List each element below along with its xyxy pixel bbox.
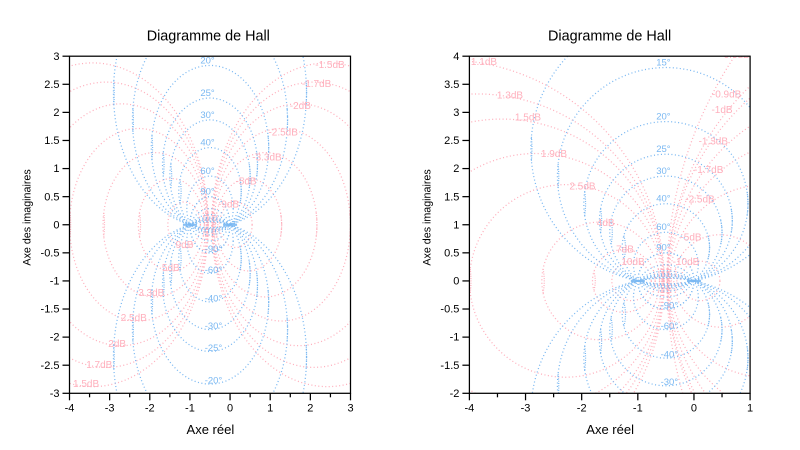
svg-text:-30°: -30° — [661, 377, 679, 388]
svg-text:0: 0 — [453, 276, 459, 288]
svg-text:3: 3 — [347, 403, 353, 415]
svg-text:-25°: -25° — [205, 343, 223, 354]
svg-text:1.5dB: 1.5dB — [73, 379, 99, 390]
svg-text:-3.3dB: -3.3dB — [252, 153, 282, 164]
svg-text:2dB: 2dB — [108, 339, 126, 350]
svg-text:0: 0 — [691, 403, 697, 415]
svg-text:-1: -1 — [450, 332, 460, 344]
svg-text:0.5: 0.5 — [44, 191, 59, 203]
svg-text:Axe réel: Axe réel — [586, 422, 634, 437]
svg-text:30°: 30° — [656, 166, 671, 177]
svg-text:90°: 90° — [656, 243, 671, 254]
svg-text:-90°: -90° — [661, 300, 679, 311]
svg-text:Diagramme de Hall: Diagramme de Hall — [548, 29, 671, 45]
svg-text:-2.5: -2.5 — [41, 360, 60, 372]
svg-text:-0.5: -0.5 — [41, 247, 60, 259]
svg-text:1.5: 1.5 — [44, 135, 59, 147]
svg-text:2: 2 — [53, 107, 59, 119]
svg-text:-0.6dB: -0.6dB — [720, 50, 750, 61]
svg-text:90°: 90° — [200, 187, 215, 198]
svg-text:-5dB: -5dB — [680, 233, 701, 244]
svg-text:-1.7dB: -1.7dB — [694, 165, 724, 176]
svg-text:Axe des imaginaires: Axe des imaginaires — [22, 169, 34, 265]
svg-text:Diagramme de Hall: Diagramme de Hall — [147, 29, 270, 45]
svg-text:1.5dB: 1.5dB — [515, 113, 541, 124]
svg-text:0.5: 0.5 — [444, 247, 459, 259]
svg-text:3.3dB: 3.3dB — [138, 288, 164, 299]
svg-text:60°: 60° — [656, 222, 671, 233]
svg-text:25°: 25° — [656, 144, 671, 155]
svg-text:-40°: -40° — [205, 293, 223, 304]
svg-text:-90°: -90° — [205, 244, 223, 255]
svg-text:-1.3dB: -1.3dB — [699, 136, 729, 147]
svg-text:2.5: 2.5 — [444, 135, 459, 147]
svg-text:15°: 15° — [656, 57, 671, 68]
svg-text:-1.5: -1.5 — [440, 360, 459, 372]
svg-text:1: 1 — [53, 163, 59, 175]
svg-text:2: 2 — [453, 163, 459, 175]
svg-text:-0.9dB: -0.9dB — [712, 90, 742, 101]
svg-text:40°: 40° — [200, 137, 215, 148]
svg-text:3.5: 3.5 — [444, 79, 459, 91]
svg-text:-40°: -40° — [661, 349, 679, 360]
svg-text:-4: -4 — [65, 403, 75, 415]
svg-text:40°: 40° — [656, 194, 671, 205]
svg-text:-3: -3 — [105, 403, 115, 415]
svg-text:-10dB: -10dB — [673, 257, 700, 268]
svg-text:1.9dB: 1.9dB — [541, 149, 567, 160]
svg-text:-1.5: -1.5 — [41, 304, 60, 316]
svg-text:1.7dB: 1.7dB — [86, 360, 112, 371]
svg-text:Axe des imaginaires: Axe des imaginaires — [422, 169, 434, 265]
svg-text:-2.5dB: -2.5dB — [268, 127, 298, 138]
svg-text:60°: 60° — [200, 166, 215, 177]
svg-text:-60°: -60° — [661, 321, 679, 332]
svg-text:-2: -2 — [577, 403, 587, 415]
svg-text:2.5dB: 2.5dB — [569, 181, 595, 192]
svg-text:-1.7dB: -1.7dB — [302, 79, 332, 90]
svg-text:1: 1 — [747, 403, 753, 415]
svg-text:-2: -2 — [450, 388, 460, 400]
svg-text:-3: -3 — [50, 388, 60, 400]
svg-text:-3: -3 — [521, 403, 531, 415]
svg-text:-9dB: -9dB — [218, 200, 239, 211]
svg-text:-30°: -30° — [205, 321, 223, 332]
svg-text:4dB: 4dB — [597, 218, 615, 229]
svg-text:-20°: -20° — [205, 375, 223, 386]
svg-text:2: 2 — [307, 403, 313, 415]
svg-text:1.1dB: 1.1dB — [471, 57, 497, 68]
svg-text:9dB: 9dB — [176, 240, 194, 251]
svg-text:Axe réel: Axe réel — [187, 422, 235, 437]
svg-text:2.5dB: 2.5dB — [121, 313, 147, 324]
svg-text:4: 4 — [453, 51, 459, 63]
svg-text:-1.5dB: -1.5dB — [315, 60, 345, 71]
svg-text:-1dB: -1dB — [711, 105, 732, 116]
svg-text:-4: -4 — [465, 403, 475, 415]
svg-text:0: 0 — [227, 403, 233, 415]
svg-text:3: 3 — [453, 107, 459, 119]
svg-text:0: 0 — [53, 219, 59, 231]
svg-text:-2dB: -2dB — [290, 101, 311, 112]
svg-text:-60°: -60° — [205, 265, 223, 276]
svg-text:10dB: 10dB — [621, 257, 645, 268]
svg-text:-1: -1 — [50, 276, 60, 288]
svg-text:1: 1 — [267, 403, 273, 415]
svg-text:30°: 30° — [200, 110, 215, 121]
svg-text:3: 3 — [53, 51, 59, 63]
svg-text:1: 1 — [453, 219, 459, 231]
svg-text:1.3dB: 1.3dB — [497, 91, 523, 102]
svg-text:-0.5: -0.5 — [440, 304, 459, 316]
svg-text:-2.5dB: -2.5dB — [685, 194, 715, 205]
svg-text:20°: 20° — [200, 55, 215, 66]
svg-text:20°: 20° — [656, 111, 671, 122]
svg-text:-5dB: -5dB — [235, 177, 256, 188]
svg-text:-2: -2 — [145, 403, 155, 415]
svg-text:1.5: 1.5 — [444, 191, 459, 203]
svg-text:7dB: 7dB — [616, 245, 634, 256]
svg-text:-2: -2 — [50, 332, 60, 344]
svg-text:-1: -1 — [633, 403, 643, 415]
svg-text:2.5: 2.5 — [44, 79, 59, 91]
svg-text:25°: 25° — [200, 88, 215, 99]
svg-text:5dB: 5dB — [162, 263, 180, 274]
svg-text:-1: -1 — [185, 403, 195, 415]
